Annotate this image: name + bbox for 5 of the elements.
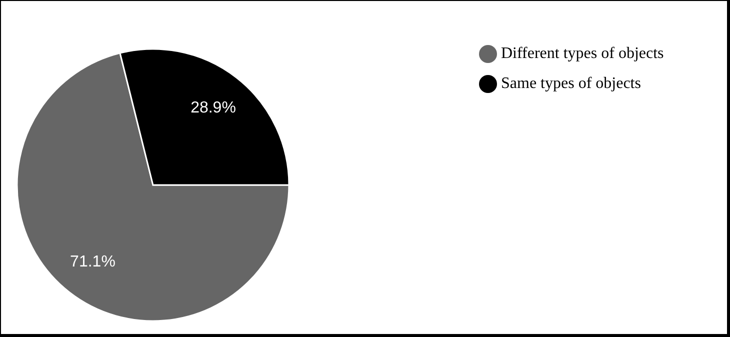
pie-slice — [16, 52, 290, 322]
legend-label: Same types of objects — [501, 75, 641, 92]
data-label: 28.9% — [190, 99, 236, 116]
legend-label: Different types of objects — [501, 45, 664, 62]
data-label: 71.1% — [70, 254, 116, 271]
